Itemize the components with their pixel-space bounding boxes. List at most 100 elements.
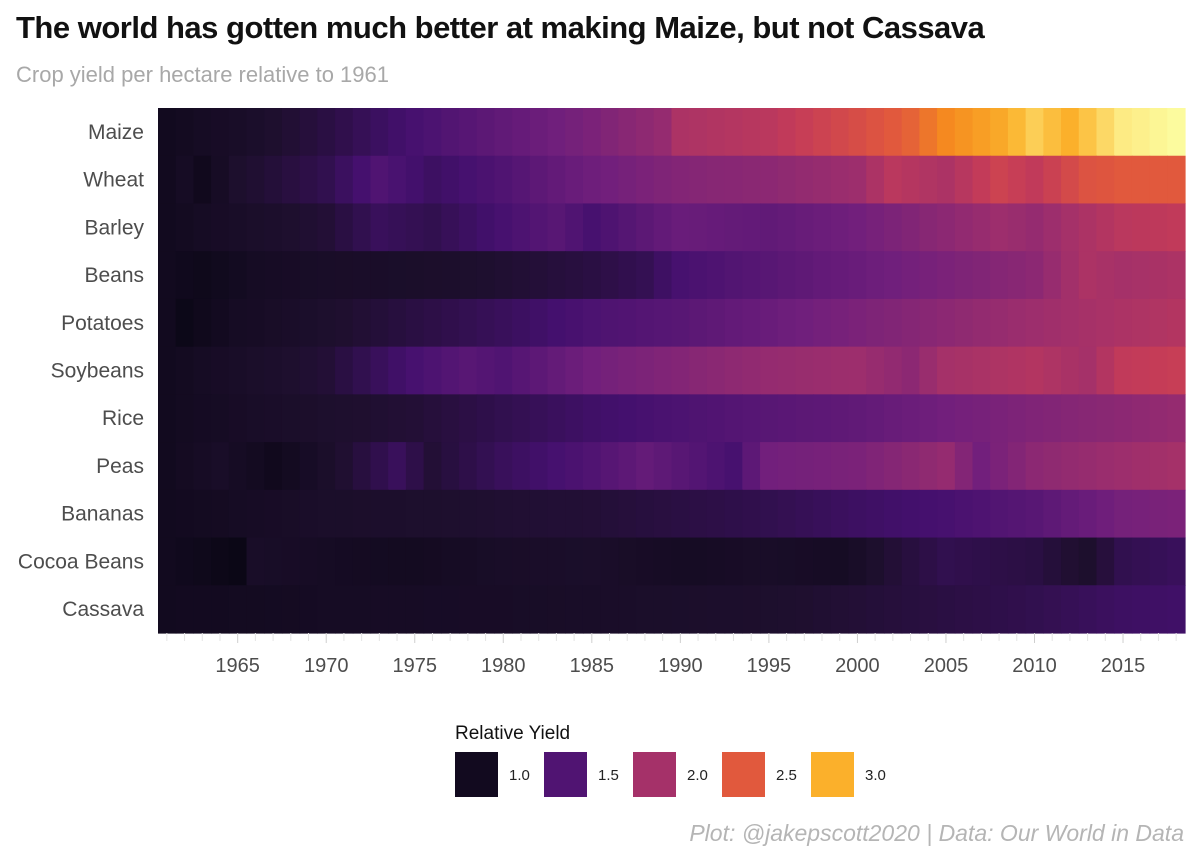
- heatmap-cell-barley-1991: [689, 203, 708, 252]
- heatmap-cell-soybeans-2000: [848, 346, 867, 395]
- heatmap-cell-soybeans-1989: [653, 346, 673, 395]
- heatmap-cell-bananas-1988: [636, 489, 655, 539]
- x-axis-tick-label: 1975: [393, 655, 438, 677]
- heatmap-cell-soybeans-2010: [1025, 346, 1044, 395]
- heatmap-cell-potatoes-1991: [689, 298, 708, 348]
- heatmap-cell-maize-1986: [600, 108, 619, 157]
- heatmap-cell-beans-2014: [1096, 251, 1115, 300]
- heatmap-cell-peas-1996: [777, 442, 797, 491]
- heatmap-cell-peas-2003: [901, 442, 920, 491]
- heatmap-cell-bananas-1974: [388, 489, 407, 539]
- heatmap-cell-beans-1974: [388, 251, 407, 300]
- heatmap-cell-potatoes-1987: [618, 298, 637, 348]
- heatmap-cell-rice-2008: [990, 394, 1009, 443]
- heatmap-cell-soybeans-1970: [317, 346, 336, 395]
- heatmap-cell-potatoes-1989: [653, 298, 673, 348]
- x-axis-tick-label: 1965: [215, 655, 260, 677]
- heatmap-cell-barley-1968: [281, 203, 301, 252]
- heatmap-cell-maize-2000: [848, 108, 867, 157]
- heatmap-cell-potatoes-1968: [281, 298, 301, 348]
- heatmap-cell-wheat-1978: [459, 155, 478, 205]
- heatmap-cell-beans-1988: [636, 251, 655, 300]
- heatmap-cell-cassava-2001: [866, 585, 885, 634]
- heatmap-cell-bananas-1972: [352, 489, 372, 539]
- heatmap-cell-peas-1966: [246, 442, 265, 491]
- heatmap-cell-rice-1975: [405, 394, 425, 443]
- heatmap-cell-cocoa-beans-2010: [1025, 537, 1044, 586]
- heatmap-cell-cocoa-beans-1972: [352, 537, 372, 586]
- heatmap-cell-rice-2004: [919, 394, 938, 443]
- heatmap-cell-cocoa-beans-2012: [1061, 537, 1080, 586]
- heatmap-cell-cocoa-beans-2001: [866, 537, 885, 586]
- heatmap-cell-wheat-1964: [211, 155, 230, 205]
- heatmap-cell-beans-2005: [937, 251, 956, 300]
- heatmap-cell-barley-1965: [228, 203, 248, 252]
- heatmap-cell-maize-1968: [281, 108, 301, 157]
- heatmap-cell-rice-1968: [281, 394, 301, 443]
- heatmap-cell-bananas-1995: [760, 489, 779, 539]
- heatmap-cell-soybeans-2016: [1131, 346, 1151, 395]
- heatmap-cell-soybeans-1962: [175, 346, 195, 395]
- heatmap-cell-wheat-2018: [1167, 155, 1186, 205]
- heatmap-cell-barley-1996: [777, 203, 797, 252]
- heatmap-cell-maize-1963: [193, 108, 212, 157]
- heatmap-cell-wheat-1966: [246, 155, 265, 205]
- heatmap-cell-rice-1987: [618, 394, 637, 443]
- heatmap-cell-potatoes-1969: [299, 298, 318, 348]
- heatmap-cell-barley-1977: [441, 203, 460, 252]
- y-axis-label: Rice: [102, 407, 144, 430]
- heatmap-cell-maize-1984: [565, 108, 584, 157]
- heatmap-cell-potatoes-1967: [264, 298, 283, 348]
- heatmap-cell-soybeans-2009: [1007, 346, 1027, 395]
- heatmap-cell-bananas-1994: [742, 489, 761, 539]
- heatmap-cell-rice-1998: [813, 394, 832, 443]
- heatmap-cell-barley-1978: [459, 203, 478, 252]
- legend-swatch: [722, 752, 765, 797]
- heatmap-cell-peas-1986: [600, 442, 619, 491]
- legend: Relative Yield 1.0 1.5 2.0 2.5 3.0: [455, 723, 886, 797]
- heatmap-cell-cocoa-beans-1968: [281, 537, 301, 586]
- heatmap-cell-bananas-2014: [1096, 489, 1115, 539]
- heatmap-cell-barley-2017: [1149, 203, 1168, 252]
- heatmap-cell-peas-2008: [990, 442, 1009, 491]
- heatmap-cell-rice-1965: [228, 394, 248, 443]
- heatmap-cell-potatoes-2010: [1025, 298, 1044, 348]
- heatmap-cell-cassava-2011: [1043, 585, 1062, 634]
- heatmap-cell-rice-1967: [264, 394, 283, 443]
- heatmap-cell-bananas-1971: [335, 489, 354, 539]
- heatmap-cell-wheat-2015: [1114, 155, 1133, 205]
- heatmap-cell-maize-1997: [795, 108, 814, 157]
- heatmap-cell-beans-1983: [547, 251, 566, 300]
- heatmap-cell-peas-1968: [281, 442, 301, 491]
- heatmap-cell-bananas-1963: [193, 489, 212, 539]
- heatmap-cell-barley-1966: [246, 203, 265, 252]
- heatmap-cell-cocoa-beans-1991: [689, 537, 708, 586]
- heatmap-cell-barley-2006: [954, 203, 974, 252]
- heatmap-cell-cassava-1999: [830, 585, 850, 634]
- heatmap-cell-cocoa-beans-1999: [830, 537, 850, 586]
- heatmap-cell-maize-1995: [760, 108, 779, 157]
- heatmap-cell-maize-1998: [813, 108, 832, 157]
- heatmap-cell-potatoes-1970: [317, 298, 336, 348]
- heatmap-cell-beans-1982: [529, 251, 549, 300]
- heatmap-cell-potatoes-2018: [1167, 298, 1186, 348]
- heatmap-cell-cocoa-beans-2018: [1167, 537, 1186, 586]
- heatmap-cell-maize-1964: [211, 108, 230, 157]
- heatmap-cell-barley-1989: [653, 203, 673, 252]
- heatmap-cell-maize-2015: [1114, 108, 1133, 157]
- heatmap-cell-bananas-1991: [689, 489, 708, 539]
- heatmap-cell-beans-2007: [972, 251, 991, 300]
- heatmap-cell-wheat-1961: [158, 155, 177, 205]
- heatmap-cell-peas-2004: [919, 442, 938, 491]
- legend-swatch: [544, 752, 587, 797]
- heatmap-cell-bananas-1967: [264, 489, 283, 539]
- heatmap-cell-bananas-1990: [671, 489, 690, 539]
- heatmap-cell-beans-2000: [848, 251, 867, 300]
- heatmap-cell-cocoa-beans-1962: [175, 537, 195, 586]
- heatmap-cell-peas-1994: [742, 442, 761, 491]
- heatmap-cell-wheat-1999: [830, 155, 850, 205]
- heatmap-cell-barley-1994: [742, 203, 761, 252]
- heatmap-cell-wheat-1975: [405, 155, 425, 205]
- heatmap-cell-barley-2011: [1043, 203, 1062, 252]
- heatmap-cell-potatoes-1992: [706, 298, 726, 348]
